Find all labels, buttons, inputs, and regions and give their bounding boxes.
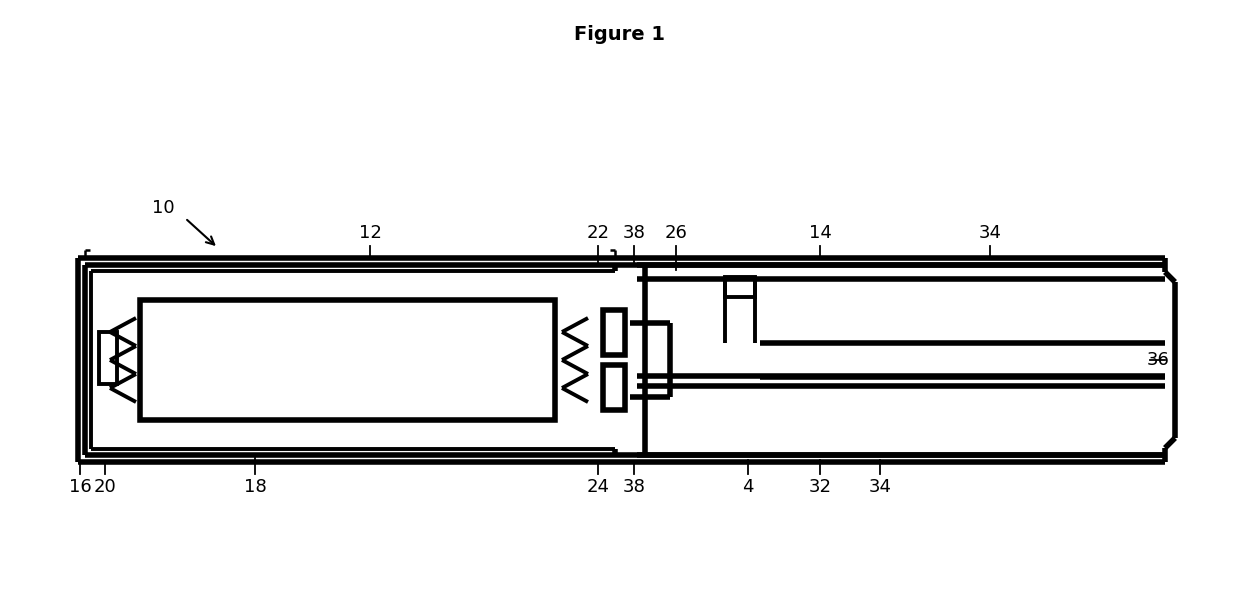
Bar [725,277,755,297]
Text: 14: 14 [808,224,832,242]
Text: Figure 1: Figure 1 [574,25,666,44]
Text: 20: 20 [94,478,117,496]
Bar [140,300,556,420]
Text: 34: 34 [978,224,1002,242]
Text: 32: 32 [808,478,832,496]
Text: 22: 22 [587,224,610,242]
Text: 38: 38 [622,478,646,496]
Text: 10: 10 [151,199,175,217]
Text: 36: 36 [1147,351,1169,369]
Text: 18: 18 [243,478,267,496]
Text: 12: 12 [358,224,382,242]
Text: 24: 24 [587,478,610,496]
Text: 16: 16 [68,478,92,496]
Bar [603,365,625,410]
Text: 34: 34 [868,478,892,496]
Text: 26: 26 [665,224,687,242]
Text: 4: 4 [743,478,754,496]
Bar [99,332,117,384]
Bar [603,310,625,355]
Text: 38: 38 [622,224,646,242]
